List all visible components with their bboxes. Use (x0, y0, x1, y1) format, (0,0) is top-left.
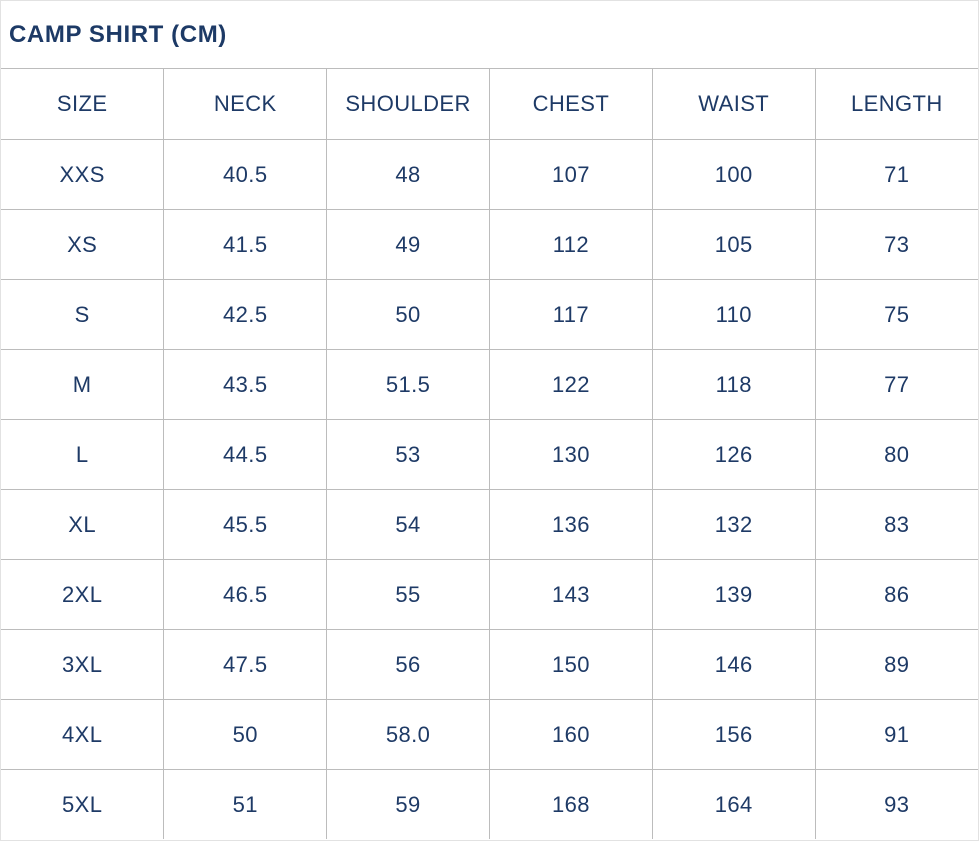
measurement-cell: 73 (814, 209, 978, 280)
table-row: 2XL 46.5 55 143 139 86 (1, 559, 978, 630)
size-label-cell: 5XL (1, 769, 165, 839)
table-row: S 42.5 50 117 110 75 (1, 279, 978, 350)
measurement-cell: 117 (488, 279, 653, 350)
measurement-cell: 143 (488, 559, 653, 630)
size-label-cell: XL (1, 489, 165, 560)
measurement-cell: 86 (814, 559, 978, 630)
table-row: XXS 40.5 48 107 100 71 (1, 139, 978, 210)
measurement-cell: 122 (488, 349, 653, 420)
table-row: M 43.5 51.5 122 118 77 (1, 349, 978, 420)
measurement-cell: 146 (651, 629, 816, 700)
measurement-cell: 83 (814, 489, 978, 560)
measurement-cell: 56 (326, 629, 490, 700)
size-label-cell: M (1, 349, 165, 420)
measurement-cell: 45.5 (163, 489, 328, 560)
measurement-cell: 77 (814, 349, 978, 420)
measurement-cell: 46.5 (163, 559, 328, 630)
measurement-cell: 126 (651, 419, 816, 490)
measurement-cell: 49 (326, 209, 490, 280)
column-header-size: SIZE (1, 69, 165, 140)
measurement-cell: 40.5 (163, 139, 328, 210)
measurement-cell: 51.5 (326, 349, 490, 420)
measurement-cell: 93 (814, 769, 978, 839)
measurement-cell: 75 (814, 279, 978, 350)
measurement-cell: 91 (814, 699, 978, 770)
measurement-cell: 55 (326, 559, 490, 630)
measurement-cell: 164 (651, 769, 816, 839)
column-header-length: LENGTH (814, 69, 978, 140)
measurement-cell: 112 (488, 209, 653, 280)
size-label-cell: XXS (1, 139, 165, 210)
size-chart-table: SIZE NECK SHOULDER CHEST WAIST LENGTH XXS 40.5… (1, 69, 978, 839)
size-chart-title-bar: CAMP SHIRT (CM) (1, 1, 978, 69)
size-label-cell: 4XL (1, 699, 165, 770)
table-row: 3XL 47.5 56 150 146 89 (1, 629, 978, 700)
measurement-cell: 71 (814, 139, 978, 210)
table-row: XL 45.5 54 136 132 83 (1, 489, 978, 560)
column-header-shoulder: SHOULDER (326, 69, 490, 140)
measurement-cell: 58.0 (326, 699, 490, 770)
measurement-cell: 136 (488, 489, 653, 560)
size-label-cell: 2XL (1, 559, 165, 630)
size-chart-body: XXS 40.5 48 107 100 71 XS 41.5 49 112 105 73 S 42.5 50… (1, 139, 978, 839)
size-label-cell: L (1, 419, 165, 490)
measurement-cell: 100 (651, 139, 816, 210)
measurement-cell: 110 (651, 279, 816, 350)
table-row: 5XL 51 59 168 164 93 (1, 769, 978, 839)
measurement-cell: 43.5 (163, 349, 328, 420)
measurement-cell: 132 (651, 489, 816, 560)
size-label-cell: S (1, 279, 165, 350)
measurement-cell: 139 (651, 559, 816, 630)
measurement-cell: 48 (326, 139, 490, 210)
measurement-cell: 80 (814, 419, 978, 490)
measurement-cell: 42.5 (163, 279, 328, 350)
column-header-neck: NECK (163, 69, 328, 140)
measurement-cell: 105 (651, 209, 816, 280)
header-row: SIZE NECK SHOULDER CHEST WAIST LENGTH (1, 69, 978, 140)
measurement-cell: 107 (488, 139, 653, 210)
size-chart-title: CAMP SHIRT (CM) (9, 20, 227, 48)
size-chart-header: SIZE NECK SHOULDER CHEST WAIST LENGTH (1, 69, 978, 140)
size-label-cell: XS (1, 209, 165, 280)
measurement-cell: 53 (326, 419, 490, 490)
measurement-cell: 41.5 (163, 209, 328, 280)
measurement-cell: 59 (326, 769, 490, 839)
measurement-cell: 44.5 (163, 419, 328, 490)
measurement-cell: 50 (326, 279, 490, 350)
measurement-cell: 50 (163, 699, 328, 770)
column-header-chest: CHEST (488, 69, 653, 140)
size-label-cell: 3XL (1, 629, 165, 700)
measurement-cell: 168 (488, 769, 653, 839)
table-row: 4XL 50 58.0 160 156 91 (1, 699, 978, 770)
measurement-cell: 89 (814, 629, 978, 700)
measurement-cell: 54 (326, 489, 490, 560)
measurement-cell: 156 (651, 699, 816, 770)
table-row: XS 41.5 49 112 105 73 (1, 209, 978, 280)
measurement-cell: 130 (488, 419, 653, 490)
measurement-cell: 51 (163, 769, 328, 839)
measurement-cell: 118 (651, 349, 816, 420)
measurement-cell: 150 (488, 629, 653, 700)
measurement-cell: 47.5 (163, 629, 328, 700)
measurement-cell: 160 (488, 699, 653, 770)
column-header-waist: WAIST (651, 69, 816, 140)
table-row: L 44.5 53 130 126 80 (1, 419, 978, 490)
